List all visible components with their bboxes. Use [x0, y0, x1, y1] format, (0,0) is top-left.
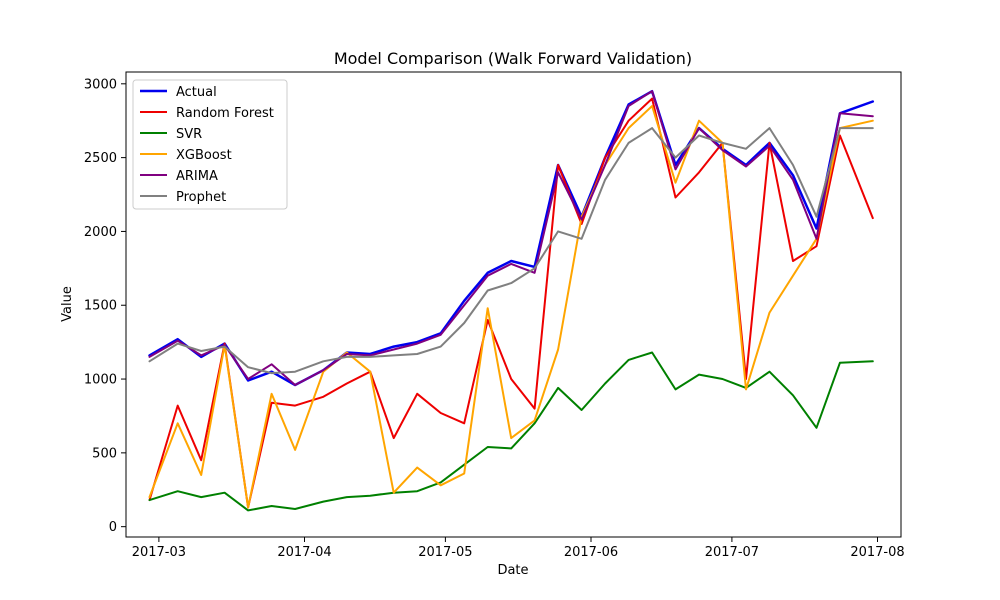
legend-box	[132, 79, 288, 210]
series-line-arima	[148, 90, 874, 386]
x-tick-label: 2017-05	[418, 545, 472, 560]
chart-title: Model Comparison (Walk Forward Validatio…	[334, 49, 692, 68]
series-line-prophet	[148, 127, 874, 375]
legend-label-xgboost: XGBoost	[176, 148, 232, 163]
y-tick-label: 2000	[84, 225, 117, 240]
legend-label-prophet: Prophet	[176, 190, 226, 205]
x-tick-label: 2017-07	[705, 545, 759, 560]
series-line-actual	[148, 89, 875, 387]
plot-frame	[125, 71, 902, 538]
y-tick-label: 0	[109, 520, 117, 535]
y-axis-label: Value	[60, 286, 75, 322]
series-line-xgboost	[148, 105, 874, 509]
x-tick-label: 2017-04	[277, 545, 331, 560]
y-tick-label: 3000	[84, 77, 117, 92]
x-tick-label: 2017-08	[850, 545, 904, 560]
y-tick-label: 1000	[84, 373, 117, 388]
x-tick-label: 2017-06	[564, 545, 618, 560]
y-tick-label: 1500	[84, 299, 117, 314]
plot-lines	[148, 89, 875, 512]
legend-label-svr: SVR	[176, 127, 202, 142]
x-axis-label: Date	[497, 563, 528, 578]
y-tick-label: 2500	[84, 151, 117, 166]
legend-label-arima: ARIMA	[176, 169, 218, 184]
x-tick-label: 2017-03	[132, 545, 186, 560]
y-axis-ticks: 0 500 1000 1500 2000 2500 3000	[84, 77, 126, 535]
x-axis-ticks: 2017-03 2017-04 2017-05 2017-06 2017-07 2017-…	[132, 537, 905, 560]
legend: Actual Random Forest SVR XGBoost ARIMA Prophe…	[132, 79, 288, 210]
legend-label-actual: Actual	[176, 85, 217, 100]
y-tick-label: 500	[92, 446, 117, 461]
legend-label-random-forest: Random Forest	[176, 106, 274, 121]
